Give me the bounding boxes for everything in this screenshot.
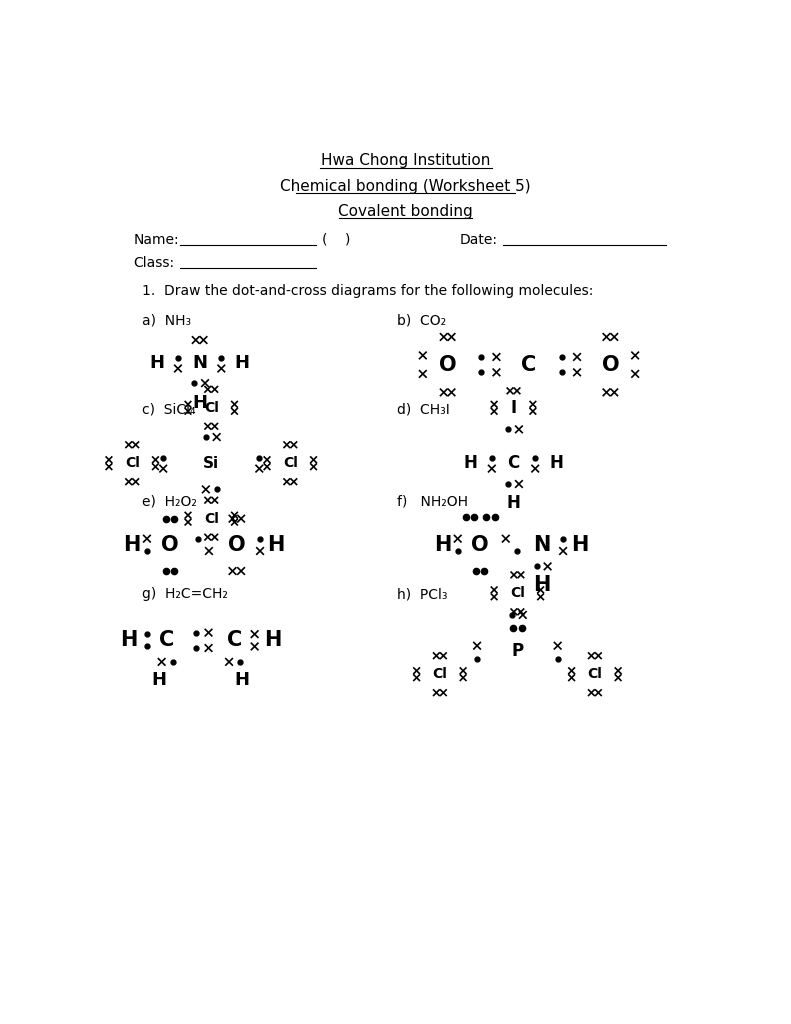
Text: (    ): ( ): [322, 232, 350, 247]
Text: C: C: [160, 631, 175, 650]
Text: Hwa Chong Institution: Hwa Chong Institution: [320, 154, 490, 168]
Text: H: H: [434, 535, 452, 555]
Text: g)  H₂C=CH₂: g) H₂C=CH₂: [142, 587, 227, 601]
Text: I: I: [510, 398, 517, 417]
Text: c)  SiCl₄: c) SiCl₄: [142, 402, 195, 417]
Text: C: C: [521, 354, 536, 375]
Text: H: H: [235, 672, 250, 689]
Text: C: C: [227, 631, 242, 650]
Text: Cl: Cl: [283, 457, 297, 470]
Text: Cl: Cl: [510, 587, 524, 600]
Text: C: C: [507, 455, 520, 472]
Text: Cl: Cl: [125, 457, 140, 470]
Text: O: O: [161, 535, 179, 555]
Text: O: O: [471, 535, 489, 555]
Text: H: H: [549, 455, 563, 472]
Text: O: O: [602, 354, 619, 375]
Text: H: H: [464, 455, 478, 472]
Text: H: H: [192, 394, 207, 413]
Text: Cl: Cl: [588, 668, 602, 681]
Text: Cl: Cl: [204, 400, 218, 415]
Text: Si: Si: [203, 456, 219, 471]
Text: H: H: [267, 535, 284, 555]
Text: H: H: [119, 631, 137, 650]
Text: h)  PCl₃: h) PCl₃: [397, 587, 448, 601]
Text: Cl: Cl: [433, 668, 448, 681]
Text: H: H: [123, 535, 140, 555]
Text: N: N: [192, 354, 207, 372]
Text: N: N: [533, 535, 551, 555]
Text: O: O: [228, 535, 246, 555]
Text: Cl: Cl: [204, 512, 218, 525]
Text: H: H: [533, 574, 551, 595]
Text: Date:: Date:: [460, 232, 498, 247]
Text: 1.  Draw the dot-and-cross diagrams for the following molecules:: 1. Draw the dot-and-cross diagrams for t…: [142, 284, 593, 298]
Text: b)  CO₂: b) CO₂: [397, 313, 446, 328]
Text: Name:: Name:: [134, 232, 180, 247]
Text: O: O: [439, 354, 456, 375]
Text: H: H: [149, 354, 165, 372]
Text: H: H: [152, 672, 167, 689]
Text: e)  H₂O₂: e) H₂O₂: [142, 495, 196, 509]
Text: P: P: [511, 642, 524, 660]
Text: Class:: Class:: [134, 256, 175, 270]
Text: f)   NH₂OH: f) NH₂OH: [397, 495, 468, 509]
Text: Chemical bonding (Worksheet 5): Chemical bonding (Worksheet 5): [280, 178, 531, 194]
Text: Covalent bonding: Covalent bonding: [338, 204, 473, 219]
Text: H: H: [235, 354, 250, 372]
Text: H: H: [264, 631, 282, 650]
Text: a)  NH₃: a) NH₃: [142, 313, 191, 328]
Text: d)  CH₃I: d) CH₃I: [397, 402, 450, 417]
Text: H: H: [506, 495, 520, 512]
Text: H: H: [570, 535, 588, 555]
